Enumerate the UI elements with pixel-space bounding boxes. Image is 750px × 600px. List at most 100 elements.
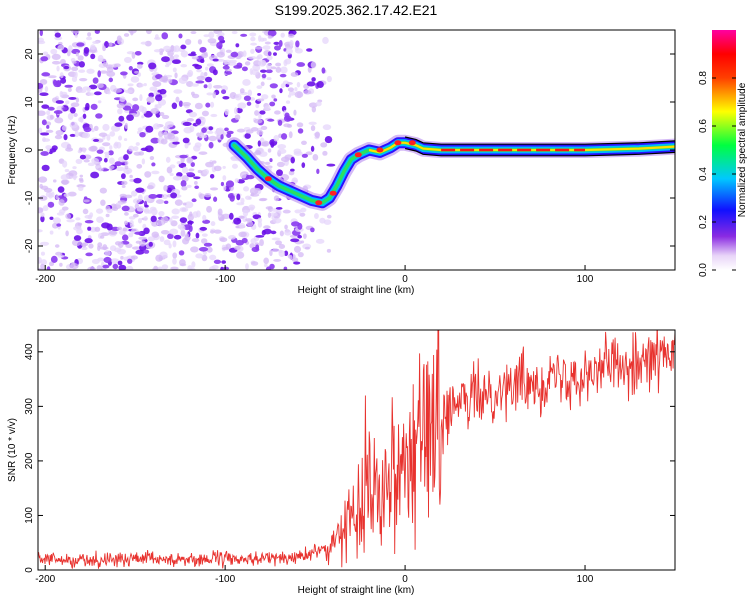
snr-ytick-label: 0	[24, 567, 35, 573]
noise-blob	[245, 129, 254, 134]
noise-blob	[155, 199, 165, 204]
noise-blob	[144, 209, 148, 213]
noise-blob	[279, 88, 283, 94]
noise-blob	[259, 239, 264, 247]
noise-blob	[270, 141, 275, 148]
noise-blob	[196, 69, 202, 73]
noise-blob	[56, 223, 62, 227]
noise-blob	[135, 142, 140, 146]
noise-blob	[279, 230, 284, 237]
noise-blob	[69, 121, 78, 129]
noise-blob	[164, 121, 174, 128]
noise-blob	[267, 35, 273, 39]
noise-blob	[151, 208, 158, 216]
noise-blob	[276, 161, 285, 168]
noise-blob	[161, 75, 169, 82]
noise-blob	[208, 31, 215, 39]
noise-blob	[128, 232, 134, 238]
noise-blob	[38, 195, 48, 201]
noise-blob	[204, 76, 213, 83]
noise-blob	[297, 128, 304, 134]
noise-blob	[197, 39, 203, 45]
noise-blob	[158, 211, 165, 217]
noise-blob	[100, 235, 105, 239]
noise-blob	[124, 212, 129, 216]
noise-blob	[206, 205, 213, 213]
noise-blob	[290, 238, 300, 243]
noise-blob	[71, 66, 79, 72]
noise-blob	[170, 266, 179, 270]
noise-blob	[256, 129, 264, 136]
noise-blob	[164, 64, 170, 68]
noise-blob	[73, 174, 77, 181]
noise-blob	[322, 36, 329, 44]
noise-blob	[322, 150, 328, 156]
noise-blob	[167, 134, 176, 140]
noise-blob	[275, 206, 283, 210]
noise-blob	[172, 252, 178, 259]
noise-blob	[236, 251, 245, 259]
noise-blob	[269, 83, 278, 89]
noise-blob	[198, 193, 205, 200]
noise-blob	[250, 192, 255, 197]
noise-blob	[141, 158, 146, 165]
noise-blob	[272, 217, 282, 224]
noise-blob	[280, 32, 285, 38]
noise-blob	[92, 138, 100, 142]
noise-blob	[271, 237, 281, 241]
noise-blob	[176, 160, 182, 165]
noise-blob	[61, 206, 69, 211]
noise-blob	[188, 267, 196, 270]
noise-blob	[280, 83, 285, 89]
noise-blob	[173, 89, 183, 94]
noise-blob	[172, 67, 177, 73]
noise-blob	[144, 204, 149, 208]
noise-blob	[124, 109, 131, 114]
noise-blob	[242, 50, 247, 57]
noise-blob	[224, 127, 229, 132]
noise-blob	[40, 251, 46, 256]
track-band-top	[404, 136, 675, 145]
noise-blob	[212, 58, 219, 62]
noise-blob	[269, 249, 273, 257]
noise-blob	[93, 91, 102, 96]
noise-blob	[202, 169, 210, 175]
snr-ytick-label: 200	[24, 452, 35, 469]
noise-blob	[58, 195, 64, 199]
noise-blob	[133, 146, 139, 152]
noise-blob	[294, 87, 298, 92]
noise-blob	[205, 161, 214, 168]
noise-blob	[114, 63, 121, 68]
noise-blob	[63, 65, 70, 70]
noise-blob	[56, 212, 65, 216]
noise-blob	[238, 231, 247, 238]
noise-blob	[127, 83, 134, 87]
noise-blob	[123, 154, 129, 161]
track-hotspot	[264, 176, 272, 182]
snr-x-ticks: -200 -100 0 100	[35, 565, 594, 585]
noise-blob	[147, 236, 155, 242]
noise-blob	[65, 147, 74, 152]
noise-blob	[40, 212, 45, 218]
colorbar-tick-label: 0.8	[698, 71, 709, 85]
noise-blob	[245, 218, 253, 222]
noise-blob	[172, 141, 180, 145]
noise-blob	[293, 109, 297, 116]
noise-blob	[213, 196, 218, 202]
spectrogram-ylabel: Frequency (Hz)	[7, 116, 18, 185]
noise-blob	[236, 107, 243, 114]
noise-blob	[191, 91, 195, 96]
noise-blob	[319, 217, 326, 224]
noise-blob	[172, 240, 177, 248]
noise-blob	[283, 266, 288, 270]
noise-blob	[146, 185, 154, 190]
noise-blob	[137, 63, 143, 69]
noise-blob	[201, 233, 208, 237]
noise-blob	[273, 135, 280, 142]
noise-blob	[84, 220, 94, 224]
noise-blob	[212, 91, 217, 99]
noise-blob	[41, 72, 51, 77]
noise-blob	[206, 63, 214, 67]
noise-blob	[305, 151, 313, 156]
noise-blob	[41, 119, 47, 126]
